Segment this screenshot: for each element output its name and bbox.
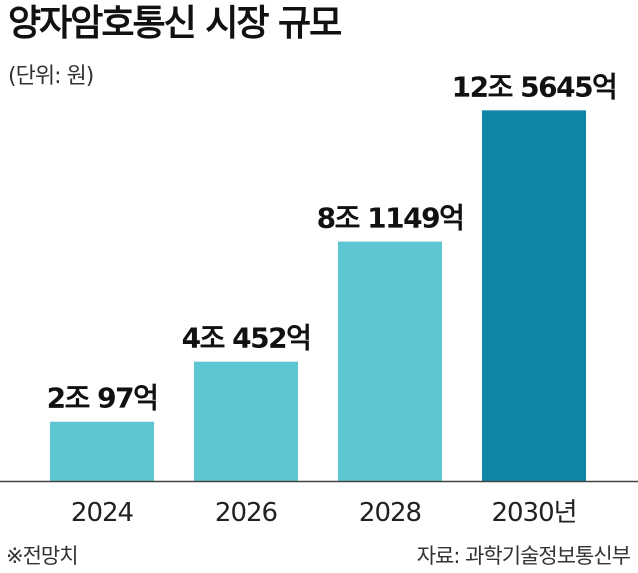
bar-1 — [50, 421, 154, 481]
data-label-4: 12조 5645억 — [452, 70, 617, 103]
bar-chart: 2조 97억 2024 4조 452억 2026 8조 1149억 2028 12조 564… — [0, 70, 638, 528]
bar-2 — [194, 361, 298, 481]
x-tick-label-4: 2030년 — [491, 498, 576, 528]
data-label-1: 2조 97억 — [47, 382, 158, 415]
bar-4 — [482, 110, 586, 481]
data-label-3: 8조 1149억 — [317, 202, 464, 235]
source-note: 자료: 과학기술정보통신부 — [416, 544, 631, 568]
bar-3 — [338, 241, 442, 481]
unit-note: (단위: 원) — [8, 64, 94, 89]
data-label-2: 4조 452억 — [182, 322, 311, 355]
x-tick-label-3: 2028 — [359, 498, 421, 528]
x-tick-label-1: 2024 — [71, 498, 134, 528]
x-tick-label-2: 2026 — [215, 498, 277, 528]
chart-title: 양자암호통신 시장 규모 — [8, 3, 342, 44]
footnote: ※전망치 — [6, 544, 79, 568]
